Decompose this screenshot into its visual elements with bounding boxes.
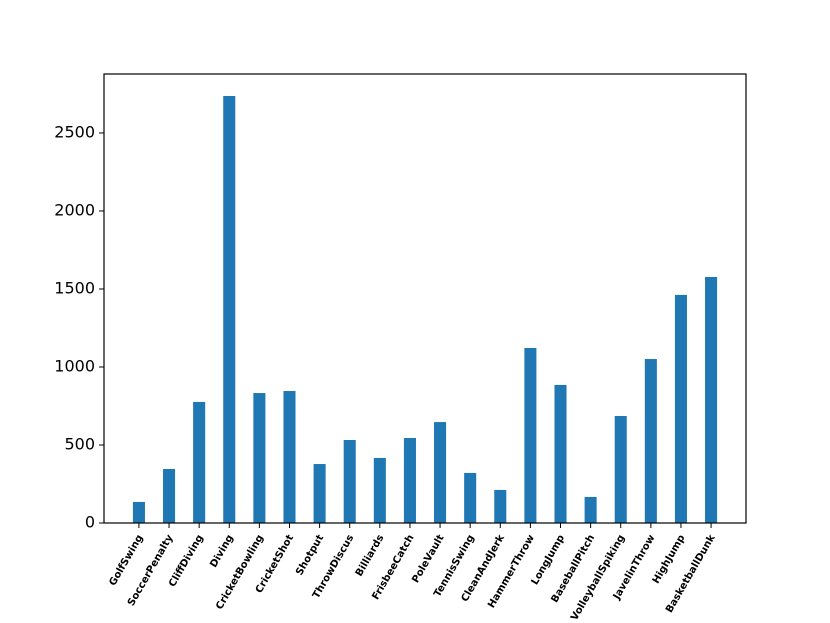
bar: [464, 472, 477, 523]
bar: [584, 496, 597, 523]
bar: [614, 415, 627, 523]
bar: [373, 457, 386, 523]
bar: [705, 276, 718, 523]
bar: [132, 501, 145, 523]
bar: [163, 469, 176, 523]
bar: [223, 95, 236, 524]
y-tick-label: 1500: [54, 278, 95, 297]
bar: [524, 347, 537, 523]
bar: [434, 422, 447, 523]
y-tick-label: 1000: [54, 356, 95, 375]
y-tick-label: 500: [64, 434, 95, 453]
y-tick-label: 2000: [54, 200, 95, 219]
bar: [644, 359, 657, 523]
bar: [283, 391, 296, 523]
bar: [313, 464, 326, 523]
bar: [554, 384, 567, 523]
y-tick-label: 0: [85, 513, 95, 532]
plot-frame: [103, 73, 747, 524]
bar: [193, 401, 206, 523]
bar: [674, 294, 687, 523]
bar: [253, 393, 266, 523]
bar: [403, 437, 416, 523]
bar: [494, 489, 507, 523]
y-tick-label: 2500: [54, 122, 95, 141]
bar: [343, 440, 356, 523]
